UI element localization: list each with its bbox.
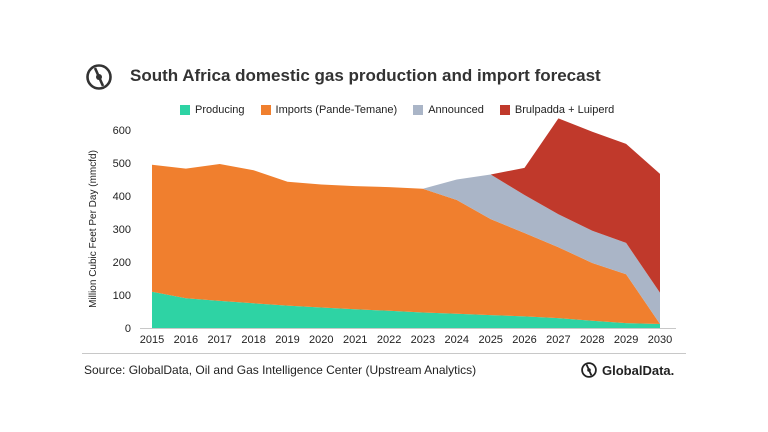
x-tick-label: 2021: [343, 334, 367, 346]
brand-mark-icon: [581, 362, 597, 378]
legend-swatch: [180, 105, 190, 115]
brand: GlobalData.: [580, 361, 674, 379]
x-tick-label: 2019: [275, 334, 299, 346]
legend-item: Brulpadda + Luiperd: [499, 104, 615, 116]
x-tick-label: 2027: [546, 334, 570, 346]
x-tick-label: 2023: [411, 334, 435, 346]
x-tick-label: 2029: [614, 334, 638, 346]
y-tick-label: 400: [113, 191, 131, 203]
y-tick-label: 500: [113, 158, 131, 170]
y-tick-label: 200: [113, 257, 131, 269]
legend-swatch: [260, 105, 271, 115]
chart-title: South Africa domestic gas production and…: [130, 66, 601, 85]
legend-label: Brulpadda + Luiperd: [514, 104, 615, 116]
legend-label: Imports (Pande-Temane): [275, 104, 398, 116]
x-tick-label: 2020: [309, 334, 333, 346]
source-note: Source: GlobalData, Oil and Gas Intellig…: [84, 363, 477, 377]
x-tick-label: 2028: [580, 334, 604, 346]
legend-swatch: [499, 105, 510, 115]
legend-label: Announced: [428, 104, 484, 116]
x-tick-label: 2015: [140, 334, 164, 346]
chart-legend: Producing Imports (Pande-Temane) Announced…: [180, 104, 630, 116]
area-chart: 0 100 200 300 400 500 600 2015 2016 2017 2018 2019 2…: [88, 118, 676, 346]
legend-item: Imports (Pande-Temane): [260, 104, 398, 116]
brand-name: GlobalData.: [602, 362, 675, 378]
area-brulpadda-luiperd: [152, 118, 660, 293]
x-tick-label: 2024: [445, 334, 469, 346]
x-tick-label: 2030: [648, 334, 672, 346]
y-tick-label: 0: [125, 323, 131, 335]
legend-item: Announced: [413, 104, 484, 116]
area-imports-pande-temane: [152, 164, 660, 324]
x-tick-label: 2025: [478, 334, 502, 346]
y-tick-label: 300: [113, 224, 131, 236]
area-announced: [152, 164, 660, 324]
x-tick-label: 2022: [377, 334, 401, 346]
legend-item: Producing: [180, 104, 245, 116]
legend-label: Producing: [195, 104, 245, 116]
y-tick-label: 100: [113, 290, 131, 302]
brand-logo-icon: [86, 64, 112, 90]
x-tick-label: 2026: [512, 334, 536, 346]
y-axis-label: Million Cubic Feet Per Day (mmcfd): [88, 150, 99, 308]
x-tick-label: 2016: [174, 334, 198, 346]
divider: [82, 353, 686, 354]
legend-swatch: [413, 105, 424, 115]
x-tick-label: 2018: [241, 334, 265, 346]
y-tick-label: 600: [113, 125, 131, 137]
x-tick-label: 2017: [207, 334, 231, 346]
area-producing: [152, 291, 660, 328]
